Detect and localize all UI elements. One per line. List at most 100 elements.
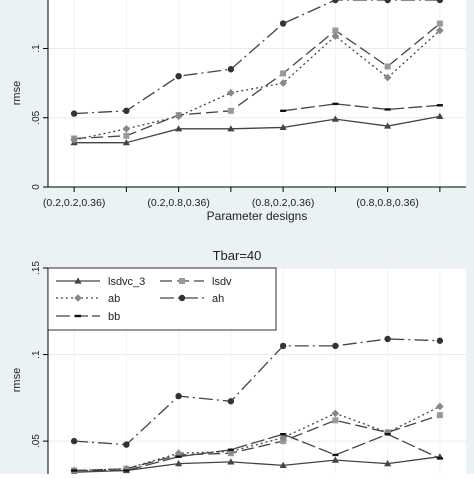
legend-swatch-marker bbox=[74, 294, 82, 302]
data-point-ah bbox=[279, 342, 287, 350]
y-tick-label: .1 bbox=[31, 44, 42, 53]
legend-label: ab bbox=[108, 293, 120, 305]
series-line-ab bbox=[74, 405, 441, 472]
data-point-lsdvc_3 bbox=[331, 456, 339, 463]
y-tick-label: 0 bbox=[31, 184, 42, 190]
data-point-lsdvc_3 bbox=[175, 125, 183, 132]
data-point-ah bbox=[227, 398, 235, 405]
data-point-ab bbox=[70, 136, 78, 144]
data-point-lsdvc_3 bbox=[227, 125, 235, 132]
x-tick-label: (0.2,0.2,0.36) bbox=[43, 197, 105, 209]
top-y-axis-label: rmse bbox=[11, 81, 23, 105]
legend-label: bb bbox=[108, 311, 120, 323]
data-point-lsdv bbox=[384, 63, 391, 70]
legend-swatch-marker bbox=[178, 294, 186, 302]
top-chart-panel: 0 .05 .1 (0.2,0.2,0.36) (0.2,0.8,0.36) (0.8,0… bbox=[11, 0, 466, 223]
series-line-lsdvc_3 bbox=[74, 115, 440, 144]
series-bb bbox=[71, 432, 443, 472]
data-point-lsdv bbox=[332, 417, 339, 424]
legend-entry-lsdv: lsdv bbox=[160, 276, 232, 288]
legend-swatch-marker bbox=[74, 277, 82, 284]
data-point-ah bbox=[123, 107, 130, 115]
data-point-lsdv bbox=[280, 70, 287, 77]
data-point-lsdv bbox=[436, 20, 443, 27]
data-point-lsdvc_3 bbox=[227, 458, 235, 465]
data-point-lsdvc_3 bbox=[331, 115, 339, 122]
x-tick-label: (0.2,0.8,0.36) bbox=[147, 197, 209, 209]
series-bb bbox=[280, 102, 443, 113]
data-point-ah bbox=[384, 0, 391, 4]
data-point-ab bbox=[227, 89, 235, 97]
data-point-ab bbox=[436, 26, 444, 35]
x-tick-label: (0.8,0.2,0.36) bbox=[252, 197, 314, 209]
data-point-ab bbox=[122, 125, 131, 133]
data-point-lsdvc_3 bbox=[384, 460, 392, 467]
data-point-ab bbox=[436, 402, 444, 411]
x-tick-label: (0.8,0.8,0.36) bbox=[356, 197, 418, 209]
top-x-axis-label: Parameter designs bbox=[207, 209, 308, 223]
top-series-group bbox=[70, 0, 444, 146]
data-point-ab bbox=[279, 79, 287, 87]
data-point-lsdvc_3 bbox=[175, 460, 183, 467]
legend-entry-lsdvc_3: lsdvc_3 bbox=[56, 276, 145, 288]
data-point-lsdvc_3 bbox=[279, 123, 287, 131]
data-point-lsdvc_3 bbox=[122, 139, 130, 146]
bottom-y-axis-label: rmse bbox=[11, 368, 23, 392]
data-point-ab bbox=[331, 32, 340, 40]
y-tick-label: .05 bbox=[31, 434, 42, 448]
data-point-ab bbox=[383, 73, 392, 82]
data-point-lsdvc_3 bbox=[436, 112, 444, 119]
series-line-ah bbox=[74, 338, 440, 446]
series-ah bbox=[70, 0, 444, 117]
legend-box bbox=[47, 267, 277, 331]
series-line-lsdvc_3 bbox=[74, 456, 440, 473]
data-point-ab bbox=[331, 409, 340, 418]
data-point-lsdv bbox=[227, 107, 234, 114]
series-ab bbox=[70, 26, 444, 144]
y-tick-label: .1 bbox=[31, 350, 42, 359]
data-point-ah bbox=[436, 0, 444, 4]
data-point-lsdvc_3 bbox=[279, 461, 287, 468]
bottom-legend: lsdvc_3 lsdv ab ah bb bbox=[47, 267, 277, 331]
bottom-series-group bbox=[70, 335, 444, 475]
data-point-ah bbox=[175, 72, 182, 80]
series-line-bb bbox=[283, 103, 440, 112]
legend-swatch-marker bbox=[179, 278, 185, 284]
data-point-ah bbox=[332, 342, 339, 350]
top-axes: 0 .05 .1 (0.2,0.2,0.36) (0.2,0.8,0.36) (0.8,0… bbox=[31, 0, 466, 209]
data-point-ah bbox=[436, 337, 444, 344]
data-point-ab bbox=[174, 112, 183, 121]
data-point-ah bbox=[70, 437, 78, 445]
legend-entry-ab: ab bbox=[56, 293, 120, 305]
series-line-lsdv bbox=[74, 23, 441, 140]
legend-label: ah bbox=[212, 293, 224, 305]
data-point-ah bbox=[227, 66, 235, 73]
y-tick-label: .05 bbox=[31, 110, 42, 124]
bottom-chart-panel: Tbar=40 .05 .1 .15 rmse lsdvc_3 lsdv ab ah bb bbox=[11, 248, 466, 475]
data-point-ah bbox=[332, 0, 339, 4]
legend-label: lsdvc_3 bbox=[108, 276, 145, 288]
y-tick-label: .15 bbox=[31, 261, 42, 275]
top-plot-region bbox=[48, 0, 466, 187]
data-point-ab bbox=[174, 449, 183, 458]
data-point-ah bbox=[175, 392, 182, 400]
legend-entry-ah: ah bbox=[160, 293, 224, 305]
legend-entry-bb: bb bbox=[56, 311, 120, 323]
series-ah bbox=[70, 335, 444, 448]
data-point-ah bbox=[384, 335, 391, 343]
series-line-bb bbox=[74, 433, 441, 472]
data-point-ah bbox=[279, 20, 287, 27]
data-point-ab bbox=[279, 433, 287, 442]
series-line-ah bbox=[74, 0, 440, 115]
data-point-lsdv bbox=[332, 27, 339, 34]
data-point-ah bbox=[123, 441, 130, 448]
data-point-lsdvc_3 bbox=[384, 122, 392, 129]
bottom-chart-title: Tbar=40 bbox=[213, 248, 262, 263]
legend-label: lsdv bbox=[212, 276, 232, 288]
data-point-ah bbox=[70, 110, 78, 117]
data-point-lsdv bbox=[436, 412, 443, 419]
data-point-lsdv bbox=[123, 132, 130, 139]
series-line-ab bbox=[73, 29, 441, 141]
